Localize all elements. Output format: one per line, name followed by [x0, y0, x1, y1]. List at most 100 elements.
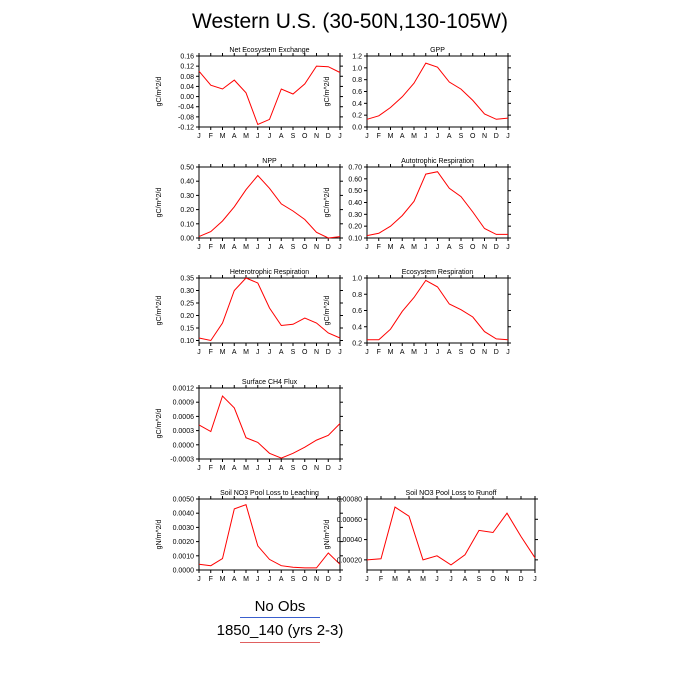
- x-tick-label: M: [220, 244, 226, 251]
- y-tick-label: 0.0010: [173, 553, 195, 560]
- x-tick-label: M: [411, 133, 417, 140]
- x-tick-label: O: [490, 576, 496, 583]
- x-tick-label: J: [365, 244, 369, 251]
- legend-entry-model: 1850_140 (yrs 2-3): [216, 622, 344, 639]
- x-tick-label: A: [279, 133, 284, 140]
- x-tick-label: A: [407, 576, 412, 583]
- y-tick-label: 0.4: [352, 101, 362, 108]
- y-tick-label: 0.0009: [173, 400, 195, 407]
- y-tick-label: 0.50: [348, 188, 362, 195]
- x-tick-label: M: [420, 576, 426, 583]
- x-tick-label: N: [314, 576, 319, 583]
- x-tick-label: J: [436, 244, 440, 251]
- y-tick-label: 0.0000: [173, 568, 195, 575]
- x-tick-label: S: [291, 349, 296, 356]
- y-tick-label: 0.00: [180, 236, 194, 243]
- y-tick-label: 0.00: [180, 94, 194, 101]
- x-tick-label: A: [400, 133, 405, 140]
- x-tick-label: A: [447, 244, 452, 251]
- x-tick-label: J: [268, 244, 272, 251]
- x-tick-label: F: [377, 133, 381, 140]
- y-tick-label: 0.10: [180, 221, 194, 228]
- y-tick-label: 0.0040: [173, 511, 195, 518]
- x-tick-label: N: [482, 133, 487, 140]
- x-tick-label: M: [388, 349, 394, 356]
- series-line: [198, 395, 341, 459]
- x-tick-label: N: [314, 244, 319, 251]
- x-tick-label: F: [377, 349, 381, 356]
- x-tick-label: S: [291, 133, 296, 140]
- y-tick-label: 1.0: [352, 65, 362, 72]
- legend-line-obs: [240, 617, 320, 618]
- x-tick-label: S: [291, 244, 296, 251]
- x-tick-label: O: [302, 349, 308, 356]
- x-tick-label: O: [470, 244, 476, 251]
- y-tick-label: 0.30: [180, 193, 194, 200]
- series-line: [366, 62, 509, 120]
- x-tick-label: D: [326, 244, 331, 251]
- x-tick-label: D: [494, 244, 499, 251]
- x-tick-label: J: [365, 133, 369, 140]
- x-tick-label: A: [279, 349, 284, 356]
- y-tick-label: 0.2: [352, 341, 362, 348]
- x-tick-label: A: [447, 349, 452, 356]
- x-tick-label: A: [279, 465, 284, 472]
- y-tick-label: 0.0020: [173, 539, 195, 546]
- y-tick-label: 0.4: [352, 324, 362, 331]
- x-tick-label: A: [463, 576, 468, 583]
- y-tick-label: -0.0003: [170, 457, 194, 464]
- y-tick-label: 0.12: [180, 64, 194, 71]
- y-axis-label: gC/m^2/d: [324, 296, 331, 326]
- x-tick-label: M: [392, 576, 398, 583]
- x-tick-label: O: [302, 244, 308, 251]
- x-tick-label: A: [400, 349, 405, 356]
- x-tick-label: J: [436, 349, 440, 356]
- y-axis-label: gC/m^2/d: [324, 77, 331, 107]
- y-tick-label: 0.0012: [173, 386, 195, 393]
- panel-title: Net Ecosystem Exchange: [229, 47, 309, 54]
- x-tick-label: A: [232, 576, 237, 583]
- y-tick-label: 0.20: [180, 207, 194, 214]
- y-axis-label: gC/m^2/d: [324, 188, 331, 218]
- y-tick-label: 0.16: [180, 54, 194, 61]
- plot-frame: [198, 277, 341, 344]
- x-tick-label: F: [209, 349, 213, 356]
- y-tick-label: -0.08: [178, 114, 194, 121]
- series-line: [198, 65, 341, 126]
- y-tick-label: 1.2: [352, 54, 362, 61]
- x-tick-label: J: [338, 465, 342, 472]
- y-tick-label: 0.08: [180, 74, 194, 81]
- y-tick-label: 0.70: [348, 165, 362, 172]
- series-line: [198, 504, 341, 569]
- x-tick-label: M: [220, 576, 226, 583]
- panel-title: Heterotrophic Respiration: [230, 269, 309, 276]
- x-tick-label: S: [291, 576, 296, 583]
- series-line: [198, 174, 341, 239]
- x-tick-label: O: [470, 349, 476, 356]
- x-tick-label: A: [232, 465, 237, 472]
- x-tick-label: J: [268, 349, 272, 356]
- y-tick-label: 0.0000: [173, 442, 195, 449]
- y-tick-label: 0.0030: [173, 525, 195, 532]
- y-tick-label: 0.40: [348, 200, 362, 207]
- x-tick-label: J: [338, 133, 342, 140]
- plot-frame: [198, 166, 341, 239]
- panel-title: Soil NO3 Pool Loss to Leaching: [220, 490, 319, 497]
- x-tick-label: N: [314, 133, 319, 140]
- x-tick-label: F: [209, 576, 213, 583]
- panel-9: Soil NO3 Pool Loss to Runoff 0.00080 0.000…: [324, 490, 538, 583]
- x-tick-label: M: [411, 244, 417, 251]
- x-tick-label: S: [459, 133, 464, 140]
- series-line: [366, 506, 536, 566]
- y-tick-label: 0.25: [180, 301, 194, 308]
- x-tick-label: J: [435, 576, 439, 583]
- y-axis-label: gC/m^2/d: [156, 77, 163, 107]
- x-tick-label: N: [314, 465, 319, 472]
- y-tick-label: -0.04: [178, 104, 194, 111]
- y-tick-label: 0.00040: [337, 537, 362, 544]
- x-tick-label: A: [400, 244, 405, 251]
- panel-title: Soil NO3 Pool Loss to Runoff: [406, 490, 497, 497]
- panel-title: Surface CH4 Flux: [242, 379, 298, 386]
- x-tick-label: J: [365, 576, 369, 583]
